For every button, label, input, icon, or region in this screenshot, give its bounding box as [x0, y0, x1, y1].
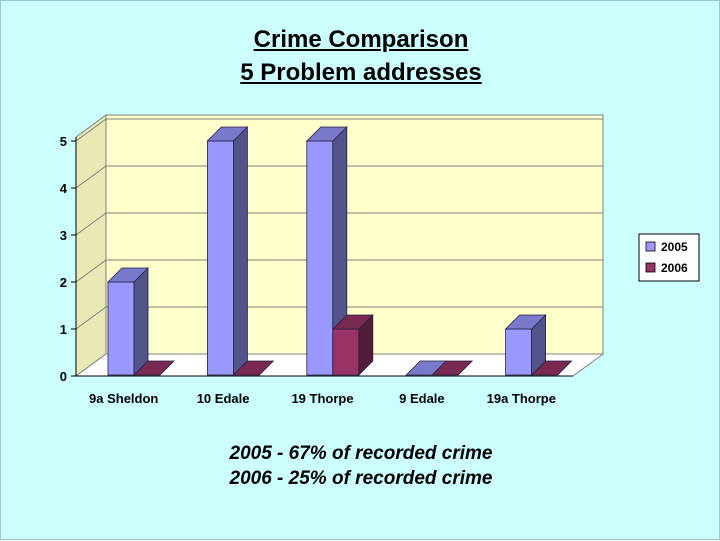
- legend-swatch: [645, 262, 656, 273]
- bar-2005-0: [107, 267, 149, 376]
- y-tick-label: 1: [60, 322, 67, 337]
- bars: [107, 126, 573, 376]
- gridline: [75, 165, 603, 189]
- gridline: [75, 306, 603, 330]
- footer-note-2005: 2005 - 67% of recorded crime: [229, 443, 493, 464]
- legend-label: 2005: [661, 240, 688, 254]
- side-wall: [75, 114, 107, 377]
- bar-2006-1: [232, 360, 275, 376]
- back-wall: [105, 114, 604, 355]
- y-axis-ticks: 0 1 2 3 4 5: [60, 134, 573, 384]
- bar-2005-1: [206, 126, 249, 376]
- gridline: [75, 259, 603, 283]
- gridlines: [75, 118, 603, 330]
- bar-2006-3: [431, 360, 474, 376]
- legend-swatch: [645, 241, 656, 252]
- footer-note-2006: 2006 - 25% of recorded crime: [229, 468, 493, 489]
- x-tick-label: 19 Thorpe: [291, 391, 353, 406]
- legend-label: 2006: [661, 261, 688, 275]
- chart-title-line2: 5 Problem addresses: [240, 59, 482, 86]
- y-tick-label: 0: [60, 369, 67, 384]
- y-tick-label: 4: [60, 181, 68, 196]
- x-tick-label: 19a Thorpe: [487, 391, 556, 406]
- bar-2005-4: [504, 314, 547, 376]
- x-axis-ticks: 9a Sheldon 10 Edale 19 Thorpe 9 Edale 19a Th…: [89, 391, 556, 406]
- bar-2006-0: [133, 360, 175, 376]
- bar-2006-4: [530, 360, 573, 376]
- x-tick-label: 9a Sheldon: [89, 391, 158, 406]
- bar-2005-2: [305, 126, 348, 376]
- bar-2006-2: [331, 314, 374, 376]
- gridline: [75, 212, 603, 236]
- chart-title-line1: Crime Comparison: [253, 26, 469, 53]
- y-tick-label: 2: [60, 275, 67, 290]
- y-tick-label: 3: [60, 228, 67, 243]
- x-tick-label: 10 Edale: [197, 391, 250, 406]
- gridline: [75, 118, 603, 142]
- legend: 2005 2006: [638, 233, 700, 282]
- x-tick-label: 9 Edale: [399, 391, 445, 406]
- y-tick-label: 5: [60, 134, 67, 149]
